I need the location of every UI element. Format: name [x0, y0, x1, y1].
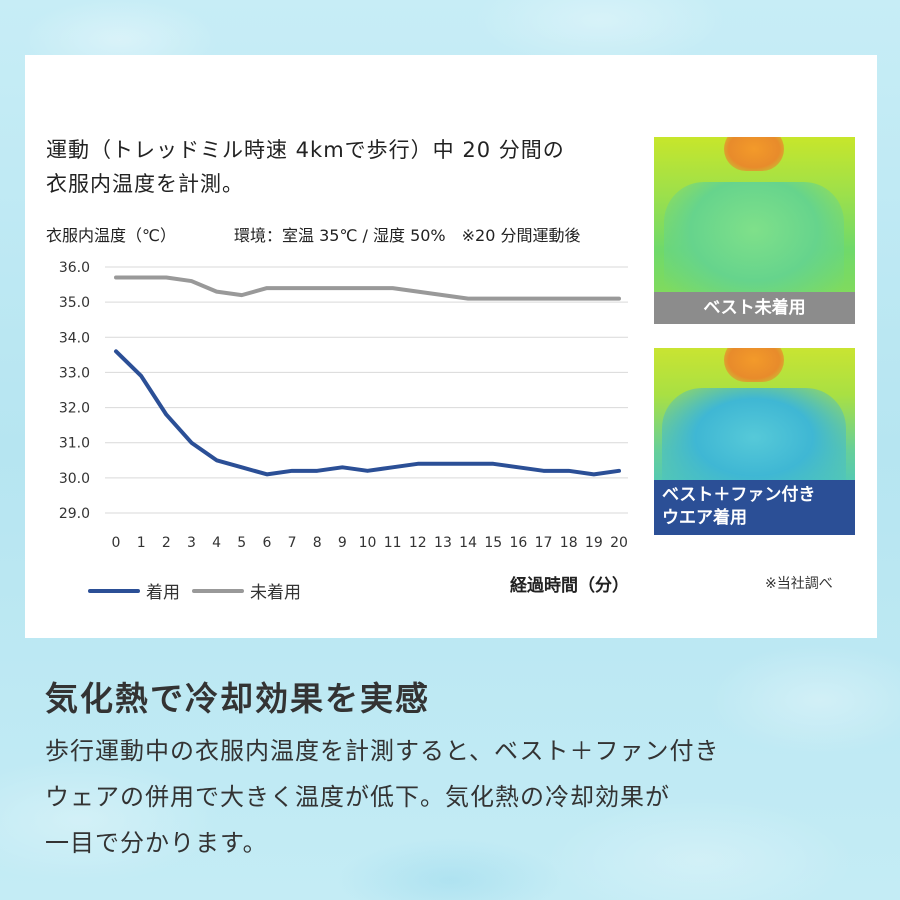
x-tick-label: 0	[112, 535, 121, 551]
section-title: 気化熱で冷却効果を実感	[45, 679, 430, 718]
thermal-label-with-vest: ベスト＋ファン付き ウエア着用	[654, 480, 855, 535]
x-tick-label: 1	[137, 535, 146, 551]
headline-line1: 運動（トレッドミル時速 4kmで歩行）中 20 分間の	[46, 138, 565, 162]
x-tick-label: 2	[162, 535, 171, 551]
legend-swatch-wearing	[88, 588, 140, 593]
thermal-body	[662, 388, 846, 498]
chart-headline: 運動（トレッドミル時速 4kmで歩行）中 20 分間の 衣服内温度を計測。	[46, 133, 636, 201]
body-line3: 一目で分かります。	[45, 829, 268, 857]
body-line2: ウェアの併用で大きく温度が低下。気化熱の冷却効果が	[45, 783, 670, 811]
x-tick-label: 5	[237, 535, 246, 551]
x-tick-label: 17	[535, 535, 553, 551]
source-note: ※当社調べ	[765, 576, 833, 592]
body-line1: 歩行運動中の衣服内温度を計測すると、ベスト＋ファン付き	[45, 737, 720, 765]
x-tick-label: 10	[359, 535, 377, 551]
x-tick-label: 13	[434, 535, 452, 551]
x-tick-label: 3	[187, 535, 196, 551]
x-tick-label: 7	[288, 535, 297, 551]
legend-item-wearing: 着用	[88, 578, 180, 603]
y-tick-label: 30.0	[59, 471, 90, 487]
thermal-image-without-vest: ベスト未着用	[654, 137, 855, 324]
chart-legend: 着用 未着用	[88, 578, 313, 603]
x-tick-label: 18	[560, 535, 578, 551]
y-tick-label: 31.0	[59, 436, 90, 452]
x-tick-label: 4	[212, 535, 221, 551]
x-tick-label: 16	[509, 535, 527, 551]
x-tick-label: 15	[484, 535, 502, 551]
headline-line2: 衣服内温度を計測。	[46, 172, 244, 196]
legend-swatch-not-wearing	[192, 588, 244, 593]
x-tick-label: 19	[585, 535, 603, 551]
series-line-wearing	[114, 349, 621, 477]
thermal-head	[724, 137, 784, 171]
section-body: 歩行運動中の衣服内温度を計測すると、ベスト＋ファン付き ウェアの併用で大きく温度…	[45, 728, 875, 866]
x-tick-label: 20	[610, 535, 628, 551]
thermal-image-with-vest: ベスト＋ファン付き ウエア着用	[654, 348, 855, 535]
y-axis-title: 衣服内温度（℃）	[46, 226, 176, 245]
thermal-label-line2: ウエア着用	[662, 508, 747, 528]
x-tick-label: 14	[459, 535, 477, 551]
x-tick-label: 12	[409, 535, 427, 551]
y-tick-label: 29.0	[59, 506, 90, 522]
environment-note: 環境：室温 35℃ / 湿度 50% ※20 分間運動後	[234, 226, 581, 245]
thermal-body	[664, 182, 844, 302]
y-tick-label: 34.0	[59, 330, 90, 346]
legend-item-not-wearing: 未着用	[192, 578, 301, 603]
x-tick-label: 8	[313, 535, 322, 551]
x-tick-label: 9	[338, 535, 347, 551]
thermal-head	[724, 348, 784, 382]
thermal-label-without-vest: ベスト未着用	[654, 292, 855, 324]
thermal-label-line1: ベスト＋ファン付き	[662, 485, 816, 505]
legend-label-not-wearing: 未着用	[250, 583, 301, 603]
x-tick-label: 6	[262, 535, 271, 551]
y-tick-label: 32.0	[59, 401, 90, 417]
legend-label-wearing: 着用	[146, 583, 180, 603]
y-tick-label: 35.0	[59, 295, 90, 311]
x-axis-title: 経過時間（分）	[510, 576, 629, 596]
y-tick-label: 33.0	[59, 365, 90, 381]
x-tick-label: 11	[384, 535, 402, 551]
y-tick-label: 36.0	[59, 260, 90, 276]
